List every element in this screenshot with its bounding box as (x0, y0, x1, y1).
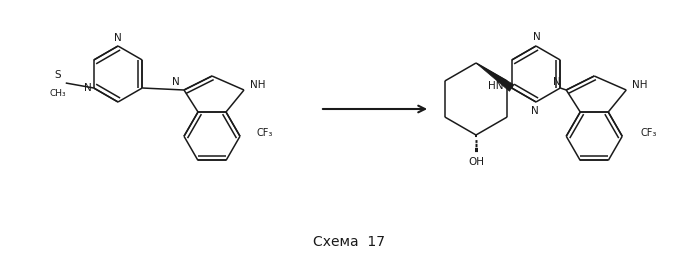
Text: CF₃: CF₃ (640, 128, 656, 138)
Text: N: N (172, 77, 180, 87)
Text: OH: OH (468, 157, 484, 167)
Polygon shape (476, 63, 514, 91)
Text: CH₃: CH₃ (50, 88, 66, 97)
Text: NH: NH (633, 80, 648, 90)
Text: NH: NH (250, 80, 266, 90)
Text: S: S (55, 70, 61, 80)
Text: N: N (531, 106, 539, 116)
Text: Схема  17: Схема 17 (313, 235, 385, 249)
Text: N: N (554, 77, 561, 87)
Text: N: N (114, 33, 122, 43)
Text: CF₃: CF₃ (257, 128, 273, 138)
Text: N: N (533, 32, 541, 42)
Text: N: N (84, 83, 92, 93)
Text: HN: HN (488, 81, 503, 91)
